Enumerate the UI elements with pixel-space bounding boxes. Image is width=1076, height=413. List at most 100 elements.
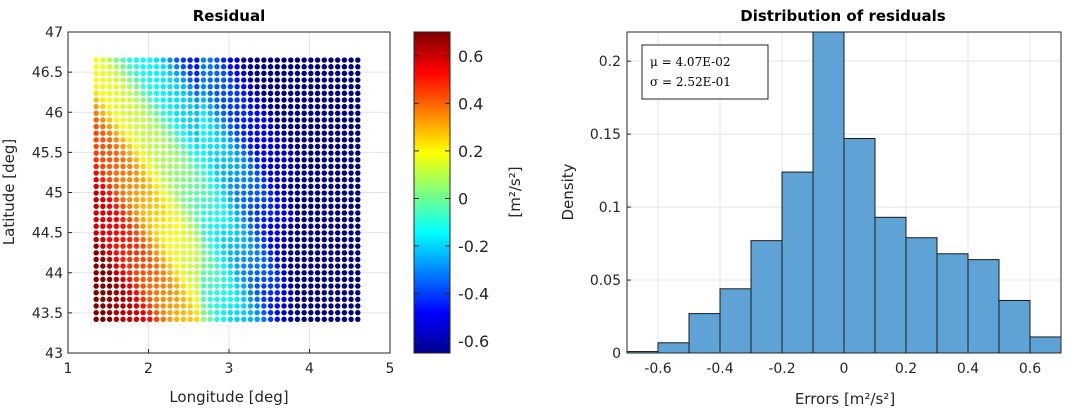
scatter-point — [173, 157, 180, 163]
scatter-point — [167, 256, 173, 263]
scatter-point — [267, 123, 274, 130]
scatter-point — [247, 83, 254, 90]
scatter-point — [314, 309, 321, 316]
scatter-point — [314, 130, 321, 136]
scatter-point — [254, 290, 260, 296]
scatter-point — [214, 57, 220, 63]
scatter-point — [113, 57, 120, 63]
scatter-point — [348, 270, 354, 276]
scatter-point — [234, 296, 240, 303]
scatter-point — [355, 117, 361, 123]
scatter-point — [147, 137, 153, 143]
scatter-point — [241, 83, 247, 90]
scatter-point — [341, 203, 348, 210]
scatter-point — [314, 117, 321, 123]
scatter-point — [234, 70, 240, 77]
scatter-point — [153, 196, 160, 203]
scatter-point — [334, 230, 341, 236]
scatter-point — [127, 256, 133, 263]
scatter-point — [294, 316, 301, 322]
scatter-point — [341, 70, 348, 77]
scatter-point — [321, 64, 327, 70]
hist-bar — [719, 288, 752, 354]
scatter-point — [301, 263, 307, 269]
scatter-point — [348, 70, 354, 77]
scatter-point — [281, 57, 287, 63]
scatter-point — [133, 216, 140, 223]
scatter-point — [267, 64, 274, 70]
scatter-point — [93, 303, 99, 309]
scatter-point — [100, 150, 106, 156]
scatter-point — [133, 123, 140, 130]
scatter-point — [308, 243, 314, 249]
scatter-point — [314, 303, 321, 309]
colorbar-label: [m²/s²] — [506, 166, 524, 217]
scatter-point — [247, 309, 254, 316]
scatter-point — [274, 57, 280, 63]
scatter-point — [321, 157, 327, 163]
scatter-point — [301, 170, 307, 176]
scatter-point — [254, 223, 260, 229]
scatter-point — [348, 296, 354, 303]
scatter-point — [328, 303, 334, 309]
scatter-point — [207, 83, 213, 90]
scatter-point — [341, 143, 348, 150]
hist-y-label: Density — [559, 163, 577, 220]
scatter-point — [254, 150, 260, 156]
scatter-point — [321, 270, 327, 276]
scatter-point — [254, 309, 260, 316]
scatter-point — [140, 216, 146, 223]
scatter-point — [106, 143, 113, 150]
scatter-point — [106, 316, 113, 322]
scatter-point — [160, 70, 166, 77]
scatter-point — [247, 210, 254, 216]
scatter-point — [167, 196, 173, 203]
scatter-point — [133, 263, 140, 269]
scatter-point — [93, 64, 99, 70]
scatter-point — [301, 97, 307, 103]
scatter-point — [167, 236, 173, 243]
scatter-point — [153, 130, 160, 136]
scatter-point — [153, 309, 160, 316]
scatter-point — [321, 177, 327, 183]
scatter-point — [173, 256, 180, 263]
scatter-point — [334, 103, 341, 110]
scatter-point — [294, 263, 301, 269]
scatter-point — [281, 303, 287, 309]
scatter-point — [321, 83, 327, 90]
scatter-point — [301, 157, 307, 163]
scatter-point — [173, 57, 180, 63]
scatter-point — [301, 117, 307, 123]
scatter-point — [281, 256, 287, 263]
scatter-point — [254, 103, 260, 110]
scatter-point — [254, 256, 260, 263]
scatter-point — [153, 236, 160, 243]
scatter-point — [173, 77, 180, 83]
scatter-point — [93, 137, 99, 143]
scatter-point — [113, 77, 120, 83]
scatter-point — [301, 150, 307, 156]
scatter-point — [308, 163, 314, 170]
scatter-point — [93, 130, 99, 136]
scatter-point — [167, 57, 173, 63]
scatter-point — [308, 83, 314, 90]
scatter-point — [308, 117, 314, 123]
scatter-point — [227, 183, 234, 190]
scatter-point — [355, 163, 361, 170]
scatter-point — [173, 296, 180, 303]
scatter-point — [348, 130, 354, 136]
scatter-point — [106, 110, 113, 116]
scatter-point — [160, 90, 166, 97]
scatter-point — [120, 316, 126, 322]
scatter-point — [153, 97, 160, 103]
scatter-point — [227, 150, 234, 156]
scatter-point — [341, 170, 348, 176]
scatter-point — [200, 296, 207, 303]
scatter-point — [308, 130, 314, 136]
scatter-point — [147, 316, 153, 322]
scatter-point — [167, 170, 173, 176]
scatter-point — [288, 263, 294, 269]
scatter-point — [241, 223, 247, 229]
scatter-point — [187, 316, 193, 322]
scatter-point — [113, 316, 120, 322]
